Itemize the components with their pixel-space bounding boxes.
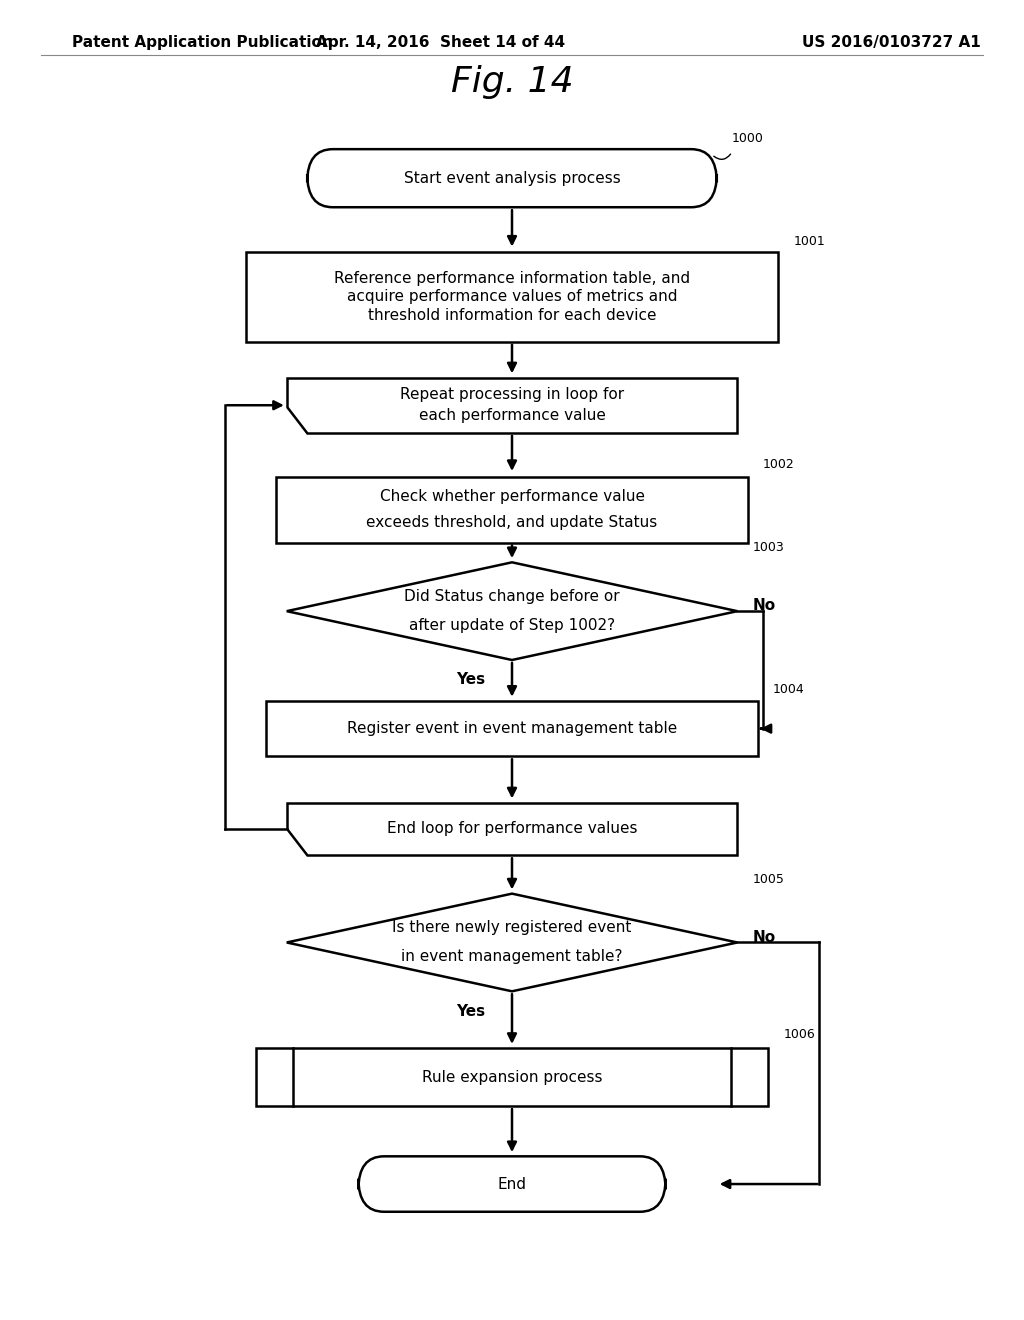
Text: Did Status change before or: Did Status change before or: [404, 589, 620, 605]
Text: 1003: 1003: [753, 541, 784, 554]
Text: Register event in event management table: Register event in event management table: [347, 721, 677, 737]
Text: Is there newly registered event: Is there newly registered event: [392, 920, 632, 936]
Polygon shape: [287, 562, 737, 660]
Text: Yes: Yes: [457, 672, 485, 688]
Text: after update of Step 1002?: after update of Step 1002?: [409, 618, 615, 634]
Text: in event management table?: in event management table?: [401, 949, 623, 965]
Text: Fig. 14: Fig. 14: [451, 65, 573, 99]
Text: 1005: 1005: [753, 873, 784, 886]
Text: each performance value: each performance value: [419, 408, 605, 424]
Text: Rule expansion process: Rule expansion process: [422, 1069, 602, 1085]
Text: 1000: 1000: [732, 132, 764, 145]
Polygon shape: [287, 803, 737, 855]
Text: Repeat processing in loop for: Repeat processing in loop for: [400, 387, 624, 403]
Bar: [246, 252, 778, 342]
Bar: [266, 701, 758, 756]
Text: Patent Application Publication: Patent Application Publication: [72, 34, 333, 50]
Text: exceeds threshold, and update Status: exceeds threshold, and update Status: [367, 515, 657, 531]
Text: 1001: 1001: [794, 235, 825, 248]
Polygon shape: [287, 378, 737, 433]
Bar: [276, 477, 748, 543]
Text: Reference performance information table, and: Reference performance information table,…: [334, 271, 690, 286]
Bar: [256, 1048, 768, 1106]
Text: 1006: 1006: [783, 1028, 815, 1041]
Text: Yes: Yes: [457, 1003, 485, 1019]
Text: 1002: 1002: [763, 458, 795, 471]
Text: End: End: [498, 1176, 526, 1192]
Text: threshold information for each device: threshold information for each device: [368, 308, 656, 323]
Text: acquire performance values of metrics and: acquire performance values of metrics an…: [347, 289, 677, 305]
Text: 1004: 1004: [773, 682, 805, 696]
Text: No: No: [753, 929, 776, 945]
Text: End loop for performance values: End loop for performance values: [387, 821, 637, 837]
FancyBboxPatch shape: [358, 1156, 666, 1212]
Text: No: No: [753, 598, 776, 614]
Polygon shape: [287, 894, 737, 991]
FancyBboxPatch shape: [307, 149, 717, 207]
Text: Apr. 14, 2016  Sheet 14 of 44: Apr. 14, 2016 Sheet 14 of 44: [315, 34, 565, 50]
Text: US 2016/0103727 A1: US 2016/0103727 A1: [802, 34, 980, 50]
Text: Check whether performance value: Check whether performance value: [380, 488, 644, 504]
Text: Start event analysis process: Start event analysis process: [403, 170, 621, 186]
